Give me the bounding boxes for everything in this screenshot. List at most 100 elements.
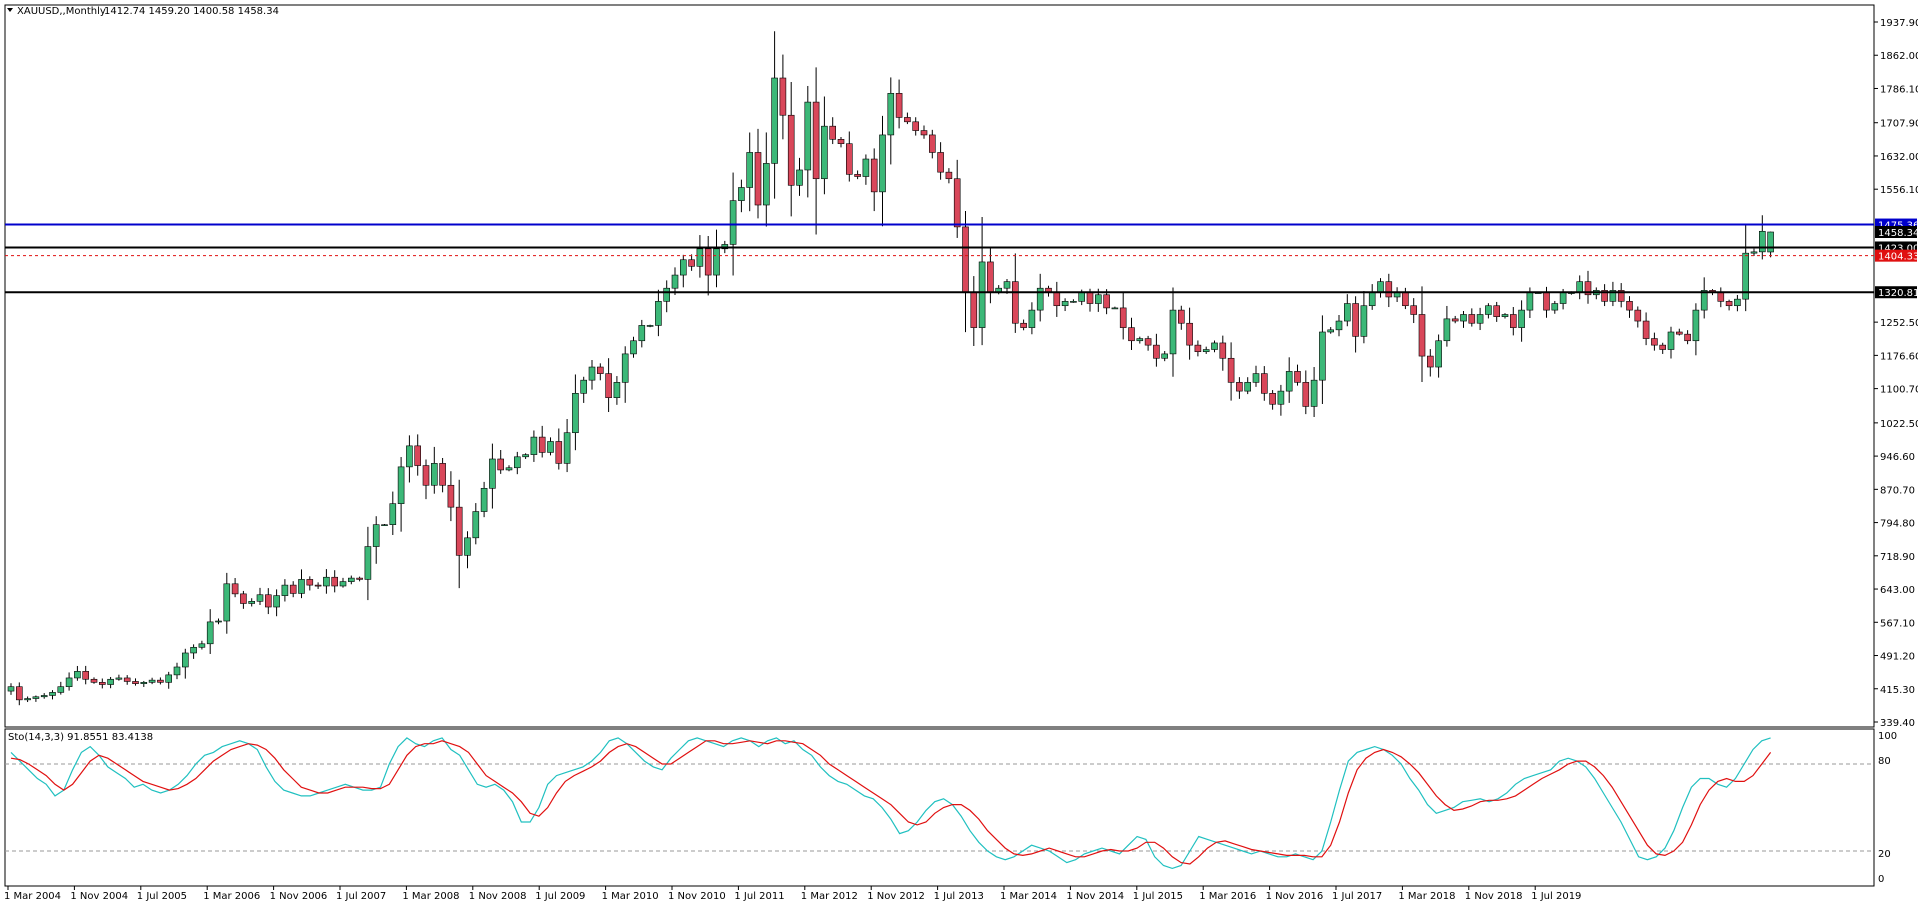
candle-bullish bbox=[173, 666, 181, 676]
candle-bullish bbox=[65, 677, 73, 688]
time-tick-label: 1 Mar 2008 bbox=[402, 891, 459, 902]
current-price-label: 1458.34 bbox=[1878, 228, 1918, 239]
candle-bearish bbox=[15, 686, 23, 701]
chevron-down-icon[interactable] bbox=[7, 8, 13, 12]
time-tick-label: 1 Mar 2010 bbox=[602, 891, 659, 902]
candle-bearish bbox=[605, 373, 612, 398]
price-axis: 1937.90 1862.00 1786.10 1707.90 1632.00 1556.… bbox=[1874, 18, 1918, 729]
candle-bullish bbox=[1368, 292, 1376, 307]
candle-bearish bbox=[555, 441, 563, 464]
candle-bearish bbox=[1153, 344, 1160, 359]
candle-bullish bbox=[1095, 294, 1102, 304]
candle-bullish bbox=[1277, 390, 1285, 405]
candle-bearish bbox=[987, 261, 994, 293]
candle-bullish bbox=[862, 158, 870, 177]
candle-bearish bbox=[962, 226, 969, 293]
candle-bullish bbox=[580, 379, 588, 394]
time-tick-label: 1 Mar 2014 bbox=[1000, 891, 1057, 902]
price-tick-label: 1252.50 bbox=[1880, 318, 1918, 329]
candle-bullish bbox=[1750, 251, 1758, 254]
candle-bearish bbox=[912, 121, 920, 131]
current-price-tag bbox=[1875, 226, 1917, 239]
candle-bullish bbox=[1759, 230, 1766, 253]
candle-bullish bbox=[323, 576, 330, 587]
price-tick-label: 1937.90 bbox=[1880, 18, 1918, 29]
candle-bearish bbox=[1510, 314, 1517, 328]
candle-bearish bbox=[1642, 320, 1650, 339]
candle-bullish bbox=[198, 643, 206, 648]
price-tick-label: 643.00 bbox=[1880, 585, 1915, 596]
candle-bullish bbox=[57, 686, 65, 693]
candle-bullish bbox=[638, 325, 646, 342]
candle-bearish bbox=[1468, 314, 1476, 324]
candle-bearish bbox=[422, 465, 430, 486]
candle-bullish bbox=[978, 261, 986, 328]
candle-bullish bbox=[771, 77, 778, 164]
candle-bearish bbox=[1717, 292, 1725, 302]
candle-bearish bbox=[99, 682, 106, 685]
candle-bullish bbox=[1078, 292, 1085, 302]
candle-bearish bbox=[1227, 357, 1235, 383]
candle-bullish bbox=[347, 577, 355, 582]
stochastic-lines bbox=[5, 737, 1874, 870]
candle-bullish bbox=[1501, 314, 1509, 317]
candle-bullish bbox=[1377, 281, 1384, 293]
candle-bullish bbox=[215, 620, 222, 623]
candle-bullish bbox=[190, 646, 197, 654]
candle-bearish bbox=[1144, 338, 1152, 346]
candle-bullish bbox=[1344, 303, 1351, 322]
candle-bearish bbox=[1020, 322, 1027, 328]
candle-bullish bbox=[107, 678, 114, 685]
candle-bullish bbox=[1319, 331, 1326, 381]
candle-bullish bbox=[1327, 329, 1334, 333]
candle-bearish bbox=[1601, 290, 1608, 302]
time-tick-label: 1 Jul 2011 bbox=[734, 891, 784, 902]
candle-bearish bbox=[1269, 393, 1276, 405]
candle-bullish bbox=[182, 652, 189, 668]
time-tick-label: 1 Nov 2018 bbox=[1465, 891, 1523, 902]
candle-bearish bbox=[837, 139, 845, 144]
candle-bullish bbox=[1070, 301, 1077, 303]
stoch-level-0: 0 bbox=[1878, 874, 1884, 885]
candle-bearish bbox=[1011, 281, 1019, 324]
candle-bearish bbox=[845, 143, 853, 175]
candle-bullish bbox=[696, 248, 704, 267]
price-tick-label: 794.80 bbox=[1880, 519, 1915, 530]
stoch-signal-line bbox=[10, 740, 1772, 865]
candle-bearish bbox=[754, 152, 762, 206]
candle-bullish bbox=[223, 583, 231, 622]
candle-bearish bbox=[1103, 294, 1110, 309]
candle-bullish bbox=[364, 546, 372, 580]
candle-bearish bbox=[1385, 281, 1393, 298]
candle-bullish bbox=[746, 152, 754, 188]
time-tick-label: 1 Mar 2012 bbox=[801, 891, 858, 902]
candle-bullish bbox=[804, 101, 812, 171]
candle-bullish bbox=[887, 93, 895, 136]
candle-bearish bbox=[937, 152, 944, 173]
candle-bearish bbox=[1302, 382, 1310, 407]
candle-bearish bbox=[1236, 382, 1243, 392]
stoch-level-100: 100 bbox=[1878, 731, 1897, 742]
candle-bullish bbox=[40, 695, 48, 698]
candle-bearish bbox=[870, 158, 878, 193]
price-tag-bg bbox=[1875, 286, 1917, 299]
candle-bearish bbox=[945, 171, 953, 180]
candle-bullish bbox=[1244, 382, 1251, 392]
time-tick-label: 1 Nov 2008 bbox=[469, 891, 527, 902]
time-tick-label: 1 Nov 2014 bbox=[1066, 891, 1124, 902]
candle-bearish bbox=[1493, 305, 1500, 317]
price-tick-label: 946.60 bbox=[1880, 452, 1915, 463]
candle-bullish bbox=[7, 686, 15, 692]
candle-bearish bbox=[132, 681, 139, 684]
ohlc-label: 1412.74 1459.20 1400.58 1458.34 bbox=[104, 6, 279, 17]
candle-bearish bbox=[439, 463, 446, 486]
candle-bullish bbox=[1692, 309, 1700, 342]
candle-bullish bbox=[115, 677, 123, 680]
candle-bearish bbox=[1725, 301, 1733, 307]
candle-bullish bbox=[1435, 340, 1442, 368]
symbol-label: XAUUSD,,Monthly bbox=[17, 6, 106, 17]
time-tick-label: 1 Mar 2016 bbox=[1199, 891, 1256, 902]
price-tick-label: 1707.90 bbox=[1880, 119, 1918, 130]
